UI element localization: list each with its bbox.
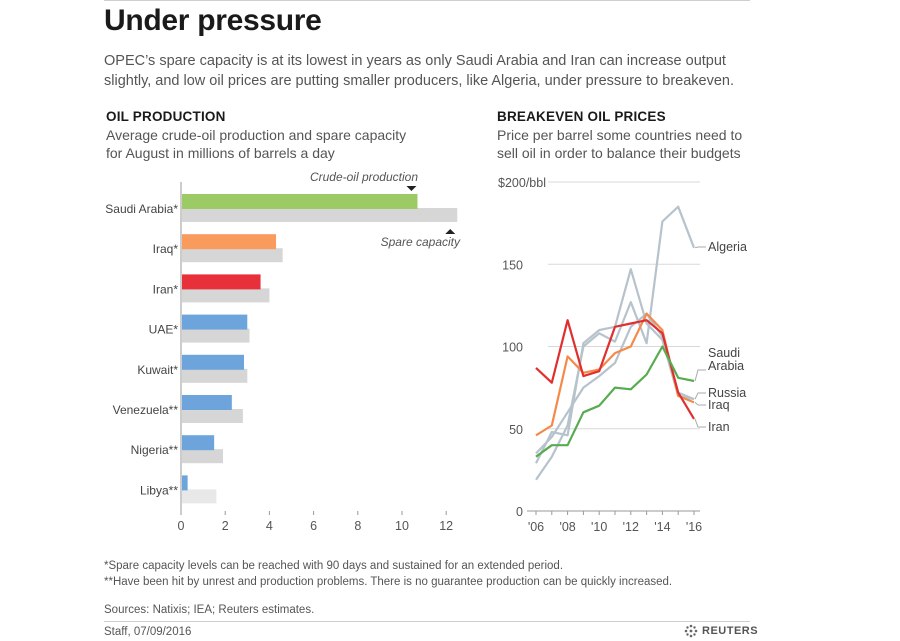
top-rule: [104, 0, 750, 1]
spare-capacity-bar: [182, 409, 243, 423]
series-end-label: Iraq: [708, 398, 730, 412]
line-x-tick-label: '06: [528, 520, 544, 534]
line-chart-subtitle-1: Price per barrel some countries need to: [497, 127, 743, 143]
bar-x-tick-label: 6: [310, 519, 317, 533]
bar-category-label: Saudi Arabia*: [105, 202, 178, 216]
bar-category-label: UAE*: [149, 323, 179, 337]
series-end-label: Iran: [708, 420, 730, 434]
line-y-tick-label: $200/bbl: [498, 176, 546, 190]
production-marker-icon: [406, 186, 417, 191]
line-y-tick-label: 150: [502, 258, 523, 272]
bar-category-label: Nigeria**: [131, 443, 179, 457]
line-chart-title: BREAKEVEN OIL PRICES: [497, 109, 666, 124]
spare-marker-icon: [445, 229, 456, 234]
production-bar: [182, 475, 188, 491]
credit-line: Staff, 07/09/2016: [104, 626, 192, 638]
series-leader-line: [694, 402, 706, 406]
spare-capacity-bar: [182, 368, 248, 383]
production-bar: [182, 435, 215, 451]
footnote-spare-capacity: *Spare capacity levels can be reached wi…: [104, 560, 564, 572]
bar-chart-subtitle-2: for August in millions of barrels a day: [106, 145, 335, 161]
bar-x-tick-label: 12: [439, 519, 453, 533]
line-x-tick-label: '14: [654, 520, 670, 534]
bar-category-label: Libya**: [140, 483, 178, 497]
bar-x-tick-label: 4: [266, 519, 273, 533]
production-bar: [182, 395, 232, 410]
reuters-dots-icon: [684, 624, 698, 638]
line-x-tick-label: '16: [686, 520, 702, 534]
series-line: [535, 319, 695, 420]
series-end-label: Russia: [708, 386, 746, 400]
series-end-label: Arabia: [708, 359, 744, 373]
series-leader-line: [694, 369, 706, 382]
intro-text: OPEC’s spare capacity is at its lowest i…: [104, 53, 734, 89]
line-x-tick-label: '10: [591, 520, 607, 534]
spare-capacity-bar: [182, 328, 250, 343]
series-leader-line: [694, 392, 706, 400]
spare-capacity-bar: [182, 449, 223, 464]
series-line: [535, 312, 695, 455]
series-line: [535, 312, 695, 437]
production-bar: [182, 354, 244, 370]
spare-capacity-bar: [182, 248, 283, 263]
bar-category-label: Venezuela**: [113, 403, 179, 417]
series-end-label: Saudi: [708, 346, 740, 360]
spare-capacity-bar: [182, 489, 217, 504]
bar-category-label: Iran*: [153, 282, 179, 296]
line-y-tick-label: 100: [502, 341, 523, 355]
bar-chart-title: OIL PRODUCTION: [106, 109, 226, 124]
sources: Sources: Natixis; IEA; Reuters estimates…: [104, 604, 315, 616]
brand-name: REUTERS: [702, 625, 759, 637]
series-line: [535, 205, 696, 481]
bar-category-label: Iraq*: [153, 242, 179, 256]
series-leader-line: [694, 246, 706, 249]
line-x-tick-label: '12: [623, 520, 639, 534]
bar-category-label: Kuwait*: [137, 363, 178, 377]
production-bar: [182, 274, 261, 290]
line-chart-subtitle-2: sell oil in order to balance their budge…: [497, 145, 741, 161]
bottom-rule: [104, 621, 750, 622]
bar-x-tick-label: 8: [354, 519, 361, 533]
bar-chart-subtitle-1: Average crude-oil production and spare c…: [106, 127, 407, 143]
series-line: [535, 345, 695, 458]
spare-capacity-bar: [182, 208, 458, 222]
production-bar: [182, 234, 277, 250]
bar-x-tick-label: 0: [178, 519, 185, 533]
spare-capacity-bar: [182, 288, 270, 303]
line-y-tick-label: 0: [516, 505, 523, 519]
production-annotation: Crude-oil production: [310, 170, 418, 184]
production-bar: [182, 314, 248, 330]
line-y-tick-label: 50: [509, 423, 523, 437]
bar-x-tick-label: 2: [222, 519, 229, 533]
production-bar: [182, 194, 418, 209]
bar-x-tick-label: 10: [395, 519, 409, 533]
spare-annotation: Spare capacity: [381, 235, 461, 249]
series-leader-line: [694, 418, 706, 428]
footnote-unrest: **Have been hit by unrest and production…: [104, 576, 673, 588]
brand-logo: REUTERS: [684, 624, 758, 638]
line-x-tick-label: '08: [559, 520, 575, 534]
page-title: Under pressure: [104, 4, 322, 37]
series-end-label: Algeria: [708, 240, 747, 254]
